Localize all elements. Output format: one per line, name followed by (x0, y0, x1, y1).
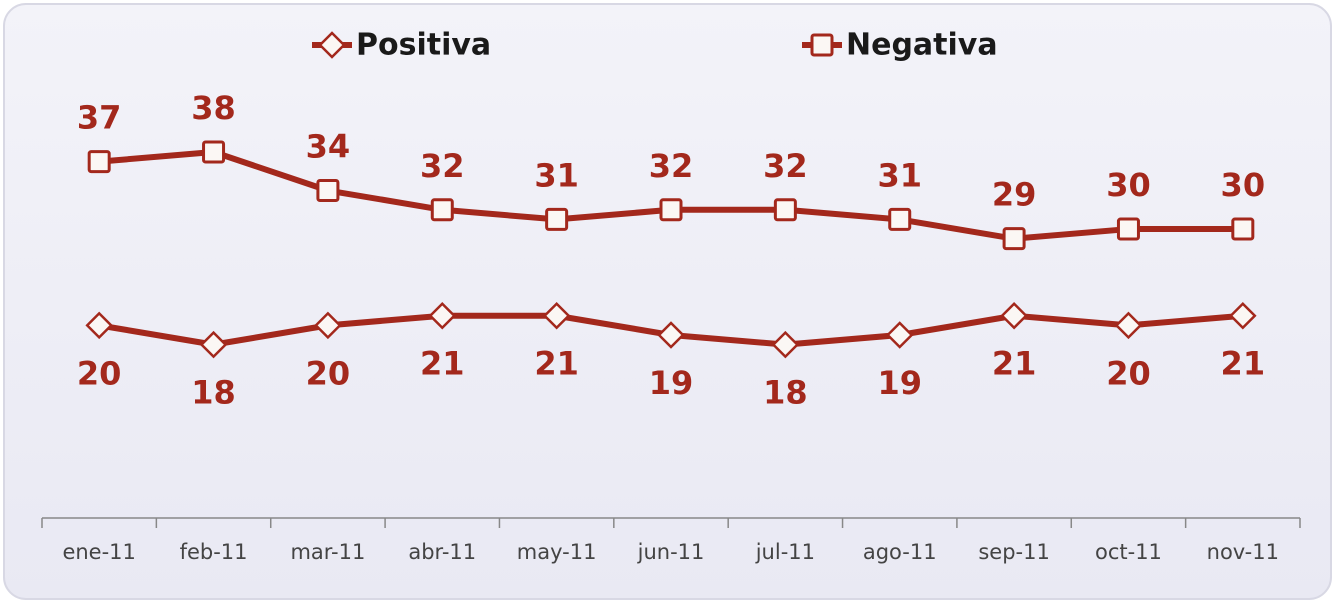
data-point (773, 198, 797, 222)
x-tick-label: abr-11 (408, 540, 476, 564)
x-tick-label: ago-11 (863, 540, 937, 564)
x-tick-label: ene-11 (62, 540, 135, 564)
data-point (885, 321, 914, 349)
data-point (888, 207, 912, 231)
data-label: 21 (992, 345, 1037, 383)
data-label: 30 (1221, 166, 1266, 204)
data-label: 32 (420, 147, 465, 185)
data-label: 19 (649, 364, 694, 402)
data-label: 20 (77, 354, 122, 392)
data-point (542, 301, 571, 330)
data-point (202, 140, 226, 164)
data-point (1229, 301, 1257, 330)
data-label: 18 (191, 374, 236, 412)
x-tick-label: mar-11 (290, 540, 365, 564)
data-point (1000, 301, 1028, 330)
data-label: 29 (992, 176, 1037, 214)
data-point (314, 311, 342, 340)
data-label: 38 (191, 89, 236, 127)
x-tick-label: jul-11 (755, 540, 815, 564)
data-point (316, 179, 340, 203)
x-tick-label: jun-11 (637, 540, 705, 564)
data-label: 32 (763, 147, 808, 185)
data-point (430, 198, 454, 222)
legend-label: Positiva (356, 28, 491, 63)
legend-marker (318, 31, 346, 59)
data-point (545, 207, 569, 231)
x-tick-label: feb-11 (180, 540, 248, 564)
data-point (659, 198, 683, 222)
data-label: 32 (649, 147, 694, 185)
data-label: 21 (1221, 345, 1266, 383)
data-label: 20 (1106, 354, 1151, 392)
data-label: 20 (306, 354, 351, 392)
data-point (657, 321, 685, 349)
data-label: 21 (534, 345, 579, 383)
data-label: 31 (877, 156, 922, 194)
data-label: 37 (77, 99, 122, 137)
data-point (85, 311, 113, 340)
data-label: 34 (306, 128, 351, 166)
data-label: 18 (763, 374, 808, 412)
x-tick-label: nov-11 (1207, 540, 1279, 564)
data-point (199, 330, 228, 359)
x-tick-label: may-11 (517, 540, 597, 564)
legend-label: Negativa (846, 28, 998, 63)
legend-marker (810, 33, 834, 57)
data-point (1114, 311, 1143, 340)
data-point (428, 301, 457, 330)
data-point (1116, 217, 1140, 241)
data-label: 19 (877, 364, 922, 402)
data-point (1231, 217, 1255, 241)
x-tick-label: sep-11 (978, 540, 1050, 564)
x-tick-label: oct-11 (1095, 540, 1162, 564)
chart-background (3, 3, 1332, 600)
data-label: 31 (534, 156, 579, 194)
data-point (771, 330, 800, 359)
data-point (1002, 227, 1026, 251)
data-point (87, 150, 111, 174)
data-label: 21 (420, 345, 465, 383)
data-label: 30 (1106, 166, 1151, 204)
